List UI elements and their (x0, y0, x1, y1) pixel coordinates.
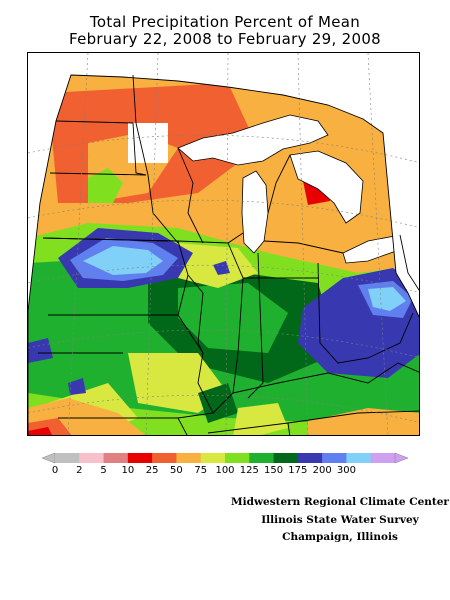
legend-tick-label: 25 (145, 465, 159, 476)
legend-swatch (55, 453, 80, 463)
legend-tick-label: 5 (100, 465, 107, 476)
legend-arrow-low (41, 452, 56, 464)
legend-tick-label: 10 (121, 465, 135, 476)
credit-survey: Illinois State Water Survey (261, 514, 419, 526)
legend-tick-label: 100 (215, 465, 235, 476)
legend-tick-label: 150 (264, 465, 284, 476)
legend-tick-label: 200 (312, 465, 332, 476)
legend-swatch (152, 453, 177, 463)
map-subtitle-date-range: February 22, 2008 to February 29, 2008 (68, 30, 382, 48)
legend-swatch (346, 453, 372, 463)
precipitation-map (27, 52, 420, 436)
legend-swatch (370, 453, 396, 463)
legend-swatch (249, 453, 274, 463)
legend-swatch (322, 453, 347, 463)
credit-location: Champaign, Illinois (282, 531, 398, 543)
legend-tick-label: 2 (76, 465, 83, 476)
legend-swatch (297, 453, 323, 463)
graticule (28, 53, 419, 435)
legend-swatch (200, 453, 226, 463)
credit-organization: Midwestern Regional Climate Center (231, 496, 449, 508)
legend-swatch (273, 453, 299, 463)
legend-arrow-high (394, 452, 409, 464)
legend-tick-label: 0 (51, 465, 59, 476)
legend-tick-label: 50 (170, 465, 183, 476)
legend-swatch (176, 453, 202, 463)
legend-swatch (127, 453, 153, 463)
legend-tick-label: 125 (239, 465, 259, 476)
legend-swatch (225, 453, 250, 463)
map-title: Total Precipitation Percent of Mean (89, 13, 361, 31)
legend-swatch (103, 453, 129, 463)
region-outline (28, 74, 419, 435)
legend-tick-label: 300 (336, 465, 356, 476)
legend-tick-label: 175 (288, 465, 308, 476)
legend-tick-label: 75 (194, 465, 208, 476)
legend-colorbar (41, 452, 409, 464)
outside-region-mask (28, 53, 419, 317)
legend-swatch (79, 453, 104, 463)
